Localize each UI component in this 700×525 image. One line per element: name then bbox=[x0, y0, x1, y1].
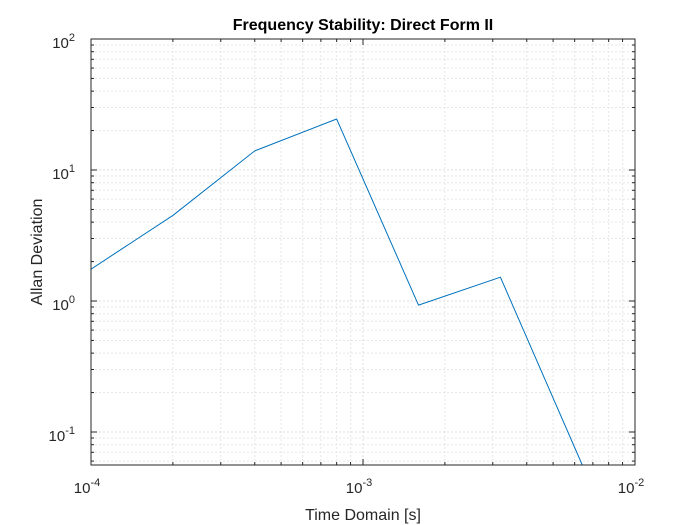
y-tick-label: 10-1 bbox=[49, 425, 75, 445]
y-tick-label: 102 bbox=[52, 32, 75, 52]
series-layer bbox=[91, 118, 583, 465]
x-tick-labels: 10-4 10-3 10-2 bbox=[74, 477, 644, 497]
chart-title: Frequency Stability: Direct Form II bbox=[233, 17, 494, 34]
y-tick-labels: 10-1 100 101 102 bbox=[49, 32, 75, 445]
tick-marks bbox=[90, 38, 636, 465]
y-axis-label: Allan Deviation bbox=[29, 199, 46, 306]
x-tick-label: 10-4 bbox=[74, 477, 100, 497]
x-tick-label: 10-2 bbox=[618, 477, 644, 497]
x-tick-label: 10-3 bbox=[346, 477, 372, 497]
x-axis-label: Time Domain [s] bbox=[305, 507, 421, 524]
y-tick-label: 100 bbox=[52, 294, 75, 314]
y-tick-label: 101 bbox=[52, 163, 75, 183]
series-line bbox=[91, 118, 583, 465]
